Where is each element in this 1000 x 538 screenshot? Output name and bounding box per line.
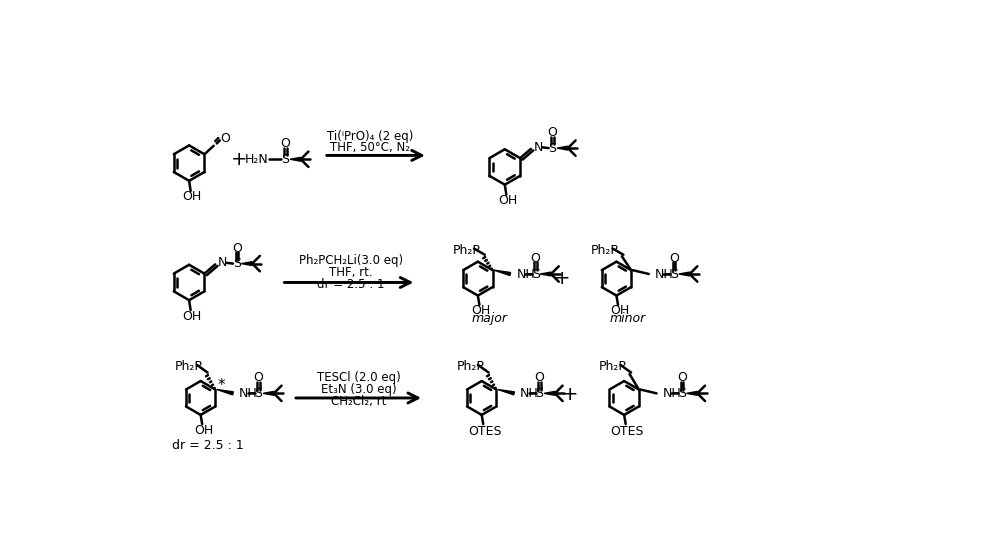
Text: O: O (548, 126, 557, 139)
Polygon shape (217, 390, 233, 395)
Text: +: + (554, 269, 571, 288)
Text: NH: NH (520, 387, 539, 400)
Text: O: O (232, 242, 242, 254)
Polygon shape (263, 392, 274, 395)
Polygon shape (679, 272, 690, 276)
Polygon shape (494, 270, 511, 275)
Text: Ph₂P: Ph₂P (452, 244, 480, 257)
Text: S: S (548, 141, 556, 154)
Polygon shape (498, 390, 514, 395)
Text: NH: NH (239, 387, 258, 400)
Text: Ph₂PCH₂Li(3.0 eq): Ph₂PCH₂Li(3.0 eq) (299, 254, 403, 267)
Polygon shape (687, 392, 697, 395)
Text: NH: NH (655, 267, 674, 280)
Text: OH: OH (610, 305, 629, 317)
Text: S: S (254, 387, 262, 400)
Text: S: S (532, 267, 540, 280)
Text: Ph₂P: Ph₂P (175, 360, 203, 373)
Text: O: O (535, 371, 544, 385)
Text: Ti(ⁱPrO)₄ (2 eq): Ti(ⁱPrO)₄ (2 eq) (327, 130, 413, 144)
Polygon shape (540, 272, 551, 276)
Text: N: N (218, 256, 228, 270)
Text: NH: NH (516, 267, 535, 280)
Text: Ph₂P: Ph₂P (456, 360, 484, 373)
Text: minor: minor (610, 312, 646, 325)
Text: O: O (280, 137, 290, 150)
Text: OH: OH (194, 424, 213, 437)
Text: OH: OH (183, 190, 202, 203)
Text: +: + (231, 150, 247, 169)
Text: TESCl (2.0 eq): TESCl (2.0 eq) (317, 371, 400, 385)
Polygon shape (557, 146, 568, 150)
Text: S: S (535, 387, 543, 400)
Text: OTES: OTES (610, 424, 644, 437)
Text: OH: OH (498, 194, 518, 207)
Polygon shape (544, 392, 555, 395)
Text: O: O (254, 371, 263, 385)
Text: NH: NH (663, 387, 681, 400)
Text: THF, 50°C, N₂: THF, 50°C, N₂ (330, 141, 410, 154)
Text: O: O (531, 252, 541, 265)
Text: O: O (220, 132, 230, 145)
Text: OH: OH (471, 305, 491, 317)
Text: OTES: OTES (468, 424, 502, 437)
Text: dr = 2.5 : 1: dr = 2.5 : 1 (317, 278, 385, 291)
Text: S: S (678, 387, 686, 400)
Polygon shape (241, 261, 252, 266)
Text: O: O (677, 371, 687, 385)
Text: dr = 2.5 : 1: dr = 2.5 : 1 (172, 439, 244, 452)
Text: CH₂Cl₂, rt: CH₂Cl₂, rt (331, 394, 386, 408)
Text: H₂N: H₂N (245, 153, 268, 166)
Text: OH: OH (183, 310, 202, 323)
Text: THF, rt.: THF, rt. (329, 266, 373, 279)
Text: *: * (218, 378, 225, 393)
Text: S: S (670, 267, 678, 280)
Text: S: S (233, 257, 241, 270)
Text: major: major (471, 312, 507, 325)
Polygon shape (290, 157, 301, 161)
Text: Et₃N (3.0 eq): Et₃N (3.0 eq) (321, 383, 396, 396)
Text: Ph₂P: Ph₂P (599, 360, 627, 373)
Text: Ph₂P: Ph₂P (591, 244, 619, 257)
Text: N: N (534, 141, 543, 154)
Text: S: S (281, 153, 289, 166)
Text: O: O (669, 252, 679, 265)
Text: +: + (562, 385, 578, 404)
